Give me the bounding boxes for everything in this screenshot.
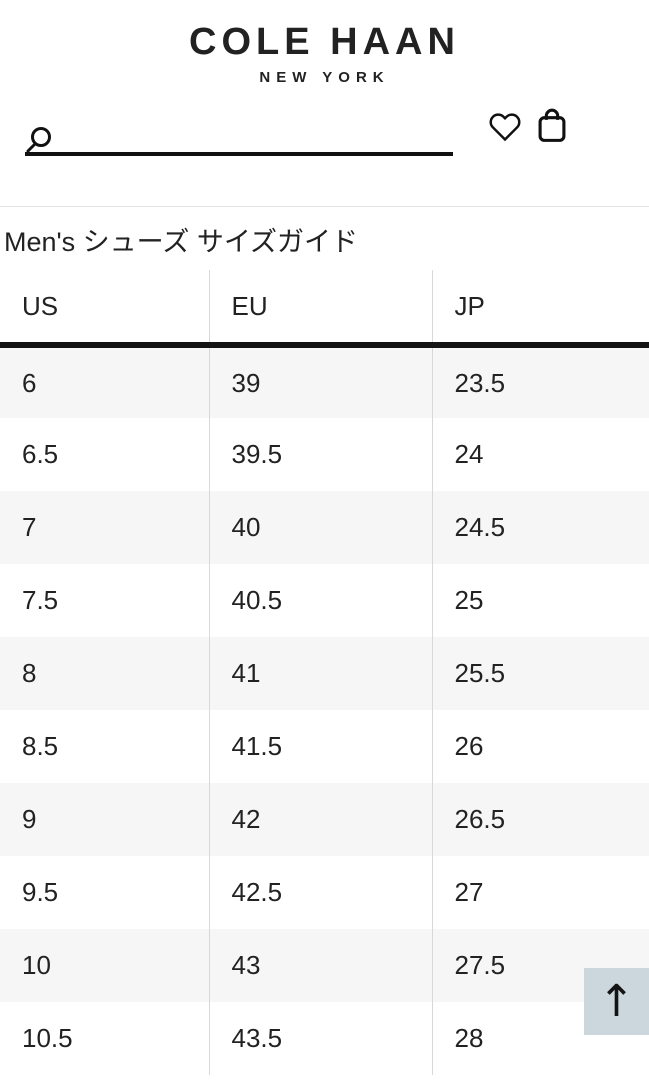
wishlist-button[interactable] [487,111,523,143]
table-row: 10 43 27.5 [0,929,649,1002]
size-cell: 6.5 [22,439,59,469]
hamburger-menu-button[interactable] [601,124,629,151]
size-cell: 43 [208,929,432,1002]
size-cell: 23.5 [431,345,649,418]
table-row: 6.5 39.5 24 [0,418,649,491]
table-row: 6 39 23.5 [0,345,649,418]
cart-button[interactable] [535,107,569,144]
table-row: 10.5 43.5 28 [0,1002,649,1075]
column-header: JP [431,270,649,345]
size-cell: 24.5 [431,491,649,564]
size-cell: 7.5 [22,585,59,615]
size-cell: 43.5 [208,1002,432,1075]
size-cell: 26 [431,710,649,783]
brand-tagline: NEW YORK [259,69,390,86]
size-cell: 10 [22,950,51,980]
site-header: COLE HAAN NEW YORK [0,0,649,207]
brand-logo-text: COLE HAAN [189,21,460,63]
size-guide-table: US EU JP 6 39 23.5 6.5 39.5 24 7 40 24.5 7.5 40.5 25 8… [0,270,649,1075]
size-cell: 41 [208,637,432,710]
size-cell: 6 [22,367,37,398]
size-cell: 26.5 [431,783,649,856]
size-cell: 42.5 [208,856,432,929]
size-cell: 10.5 [22,1023,73,1053]
size-cell: 27 [431,856,649,929]
table-row: 9.5 42.5 27 [0,856,649,929]
size-cell: 24 [431,418,649,491]
table-row: 7 40 24.5 [0,491,649,564]
brand-logo[interactable]: COLE HAAN NEW YORK [0,0,649,86]
size-table-body: 6 39 23.5 6.5 39.5 24 7 40 24.5 7.5 40.5 25 8 41 25.5 8… [0,345,649,1075]
page-title-section: Men's シューズ サイズガイド [0,207,649,270]
size-cell: 8.5 [22,731,59,761]
size-table-header-row: US EU JP [0,270,649,345]
size-cell: 8 [22,658,37,688]
size-cell: 25 [431,564,649,637]
table-row: 9 42 26.5 [0,783,649,856]
table-row: 7.5 40.5 25 [0,564,649,637]
size-cell: 41.5 [208,710,432,783]
size-cell: 40 [208,491,432,564]
size-cell: 25.5 [431,637,649,710]
heart-icon [487,113,523,146]
size-cell: 39.5 [208,418,432,491]
search-bar[interactable] [25,120,453,156]
back-to-top-button[interactable]: ↑ [584,968,649,1035]
size-cell: 9 [22,804,37,834]
page-title: Men's シューズ サイズガイド [4,227,359,257]
size-cell: 40.5 [208,564,432,637]
column-header: EU [208,270,432,345]
column-header: US [22,290,59,321]
arrow-up-icon: ↑ [598,975,635,1027]
table-row: 8.5 41.5 26 [0,710,649,783]
size-cell: 39 [208,345,432,418]
table-row: 8 41 25.5 [0,637,649,710]
size-cell: 42 [208,783,432,856]
search-input[interactable] [67,122,447,152]
size-cell: 9.5 [22,877,59,907]
size-cell: 7 [22,512,37,542]
shopping-bag-icon [535,108,569,147]
